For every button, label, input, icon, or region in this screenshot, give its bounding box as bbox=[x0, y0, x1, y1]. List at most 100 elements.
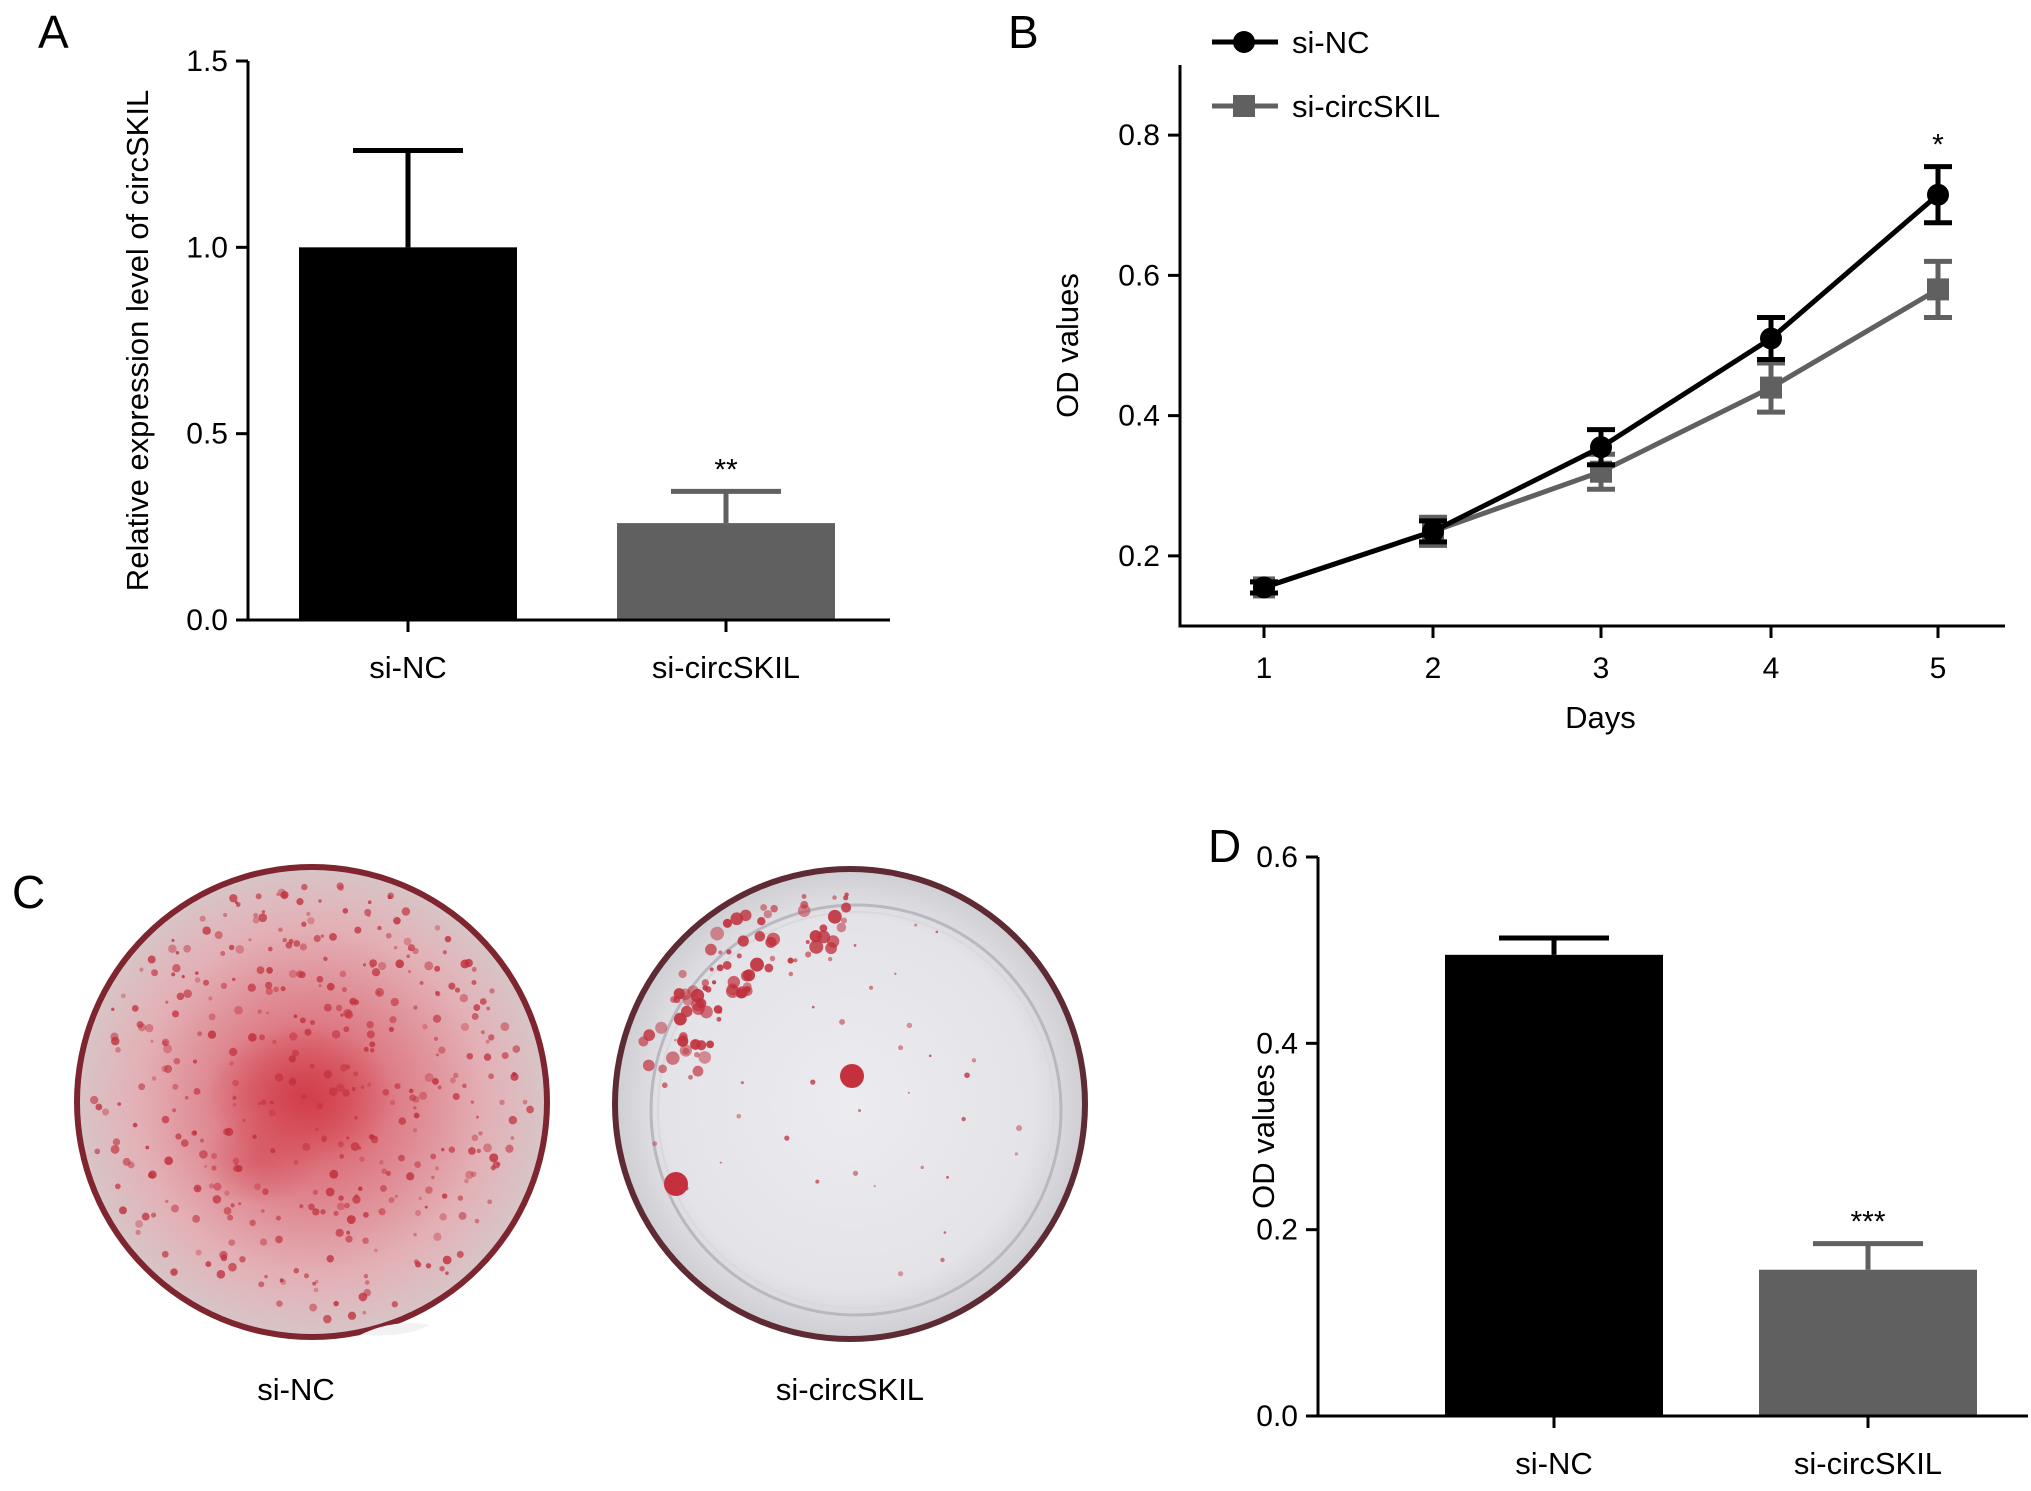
stain-speck bbox=[873, 1185, 876, 1188]
stain-speck bbox=[232, 1103, 237, 1107]
stain-speck bbox=[389, 1016, 397, 1024]
stain-speck bbox=[309, 1063, 315, 1069]
stain-speck bbox=[257, 1101, 262, 1106]
stain-speck bbox=[445, 1271, 449, 1275]
stain-speck bbox=[434, 925, 441, 931]
stain-speck bbox=[265, 981, 273, 989]
stain-speck bbox=[441, 1147, 445, 1152]
stain-speck bbox=[337, 1141, 344, 1148]
stain-speck bbox=[470, 1171, 477, 1177]
stain-speck bbox=[810, 1079, 816, 1085]
stain-speck bbox=[362, 963, 367, 967]
stain-speck bbox=[247, 983, 256, 992]
stain-speck bbox=[471, 979, 477, 986]
stain-speck bbox=[722, 961, 732, 970]
stain-speck bbox=[505, 1144, 514, 1153]
stain-speck bbox=[211, 1165, 217, 1171]
bar-si-nc bbox=[299, 247, 517, 621]
stain-speck bbox=[415, 1261, 422, 1268]
stain-speck bbox=[202, 926, 211, 935]
stain-speck bbox=[961, 1116, 966, 1122]
stain-speck bbox=[797, 904, 811, 917]
panel-label-d: D bbox=[1208, 820, 1241, 872]
stain-speck bbox=[293, 940, 301, 947]
stain-speck bbox=[432, 1014, 442, 1023]
stain-speck bbox=[208, 996, 213, 1001]
stain-speck bbox=[452, 1092, 460, 1101]
stain-speck bbox=[435, 1053, 439, 1057]
stain-speck bbox=[843, 895, 849, 901]
dish-si-circskil-specks bbox=[638, 892, 1022, 1277]
stain-speck bbox=[522, 1099, 528, 1105]
stain-speck bbox=[344, 1202, 350, 1209]
stain-speck bbox=[336, 1202, 345, 1211]
stain-speck bbox=[642, 1059, 655, 1072]
stain-speck bbox=[192, 1130, 197, 1136]
stain-speck bbox=[298, 971, 306, 979]
significance-day-5: * bbox=[1932, 129, 1944, 162]
stain-speck bbox=[112, 1138, 121, 1146]
stain-speck bbox=[310, 1020, 316, 1026]
stain-speck bbox=[406, 1172, 415, 1181]
stain-speck bbox=[433, 1232, 442, 1241]
stain-speck bbox=[220, 1254, 228, 1262]
stain-speck bbox=[391, 1301, 399, 1308]
stain-speck bbox=[370, 1048, 375, 1053]
stain-speck bbox=[183, 944, 192, 953]
point-si-nc bbox=[1927, 183, 1949, 206]
stain-speck bbox=[464, 1178, 469, 1184]
stain-speck bbox=[485, 1039, 490, 1044]
y-tick-label: 1.0 bbox=[186, 231, 228, 264]
stain-speck bbox=[413, 1106, 417, 1110]
stain-speck bbox=[239, 1256, 246, 1263]
stain-speck bbox=[265, 1011, 270, 1015]
stain-speck bbox=[501, 1052, 509, 1060]
stain-speck bbox=[754, 931, 766, 942]
stain-speck bbox=[238, 1202, 242, 1206]
stain-speck bbox=[268, 1109, 276, 1117]
stain-speck bbox=[424, 1205, 428, 1209]
category-label-si-nc: si-NC bbox=[1515, 1446, 1593, 1481]
stain-speck bbox=[907, 1091, 910, 1094]
stain-speck bbox=[318, 984, 322, 988]
stain-speck bbox=[193, 1059, 198, 1064]
stain-speck bbox=[430, 1153, 437, 1160]
stain-speck bbox=[510, 1136, 515, 1140]
stain-speck bbox=[254, 1183, 261, 1191]
stain-speck bbox=[173, 1057, 181, 1065]
stain-speck bbox=[220, 982, 228, 989]
stain-speck bbox=[512, 1072, 517, 1077]
stain-speck bbox=[488, 1073, 494, 1080]
stain-speck bbox=[338, 1195, 344, 1201]
stain-speck bbox=[693, 1039, 697, 1043]
stain-speck bbox=[732, 992, 736, 996]
stain-speck bbox=[151, 1212, 157, 1218]
y-tick-label: 0.2 bbox=[1256, 1214, 1298, 1247]
stain-speck bbox=[817, 930, 831, 944]
stain-speck bbox=[479, 998, 487, 1005]
stain-speck bbox=[483, 1143, 492, 1153]
panel-d-axes: si-NC si-circSKIL 0.0 0.2 0.4 0.6 OD values bbox=[1246, 841, 2028, 1481]
stain-speck bbox=[471, 1134, 479, 1142]
stain-speck bbox=[168, 944, 177, 953]
stain-speck bbox=[367, 914, 371, 918]
stain-speck bbox=[366, 1021, 374, 1029]
stain-speck bbox=[192, 1214, 201, 1223]
stain-speck bbox=[441, 1193, 448, 1199]
stain-speck bbox=[413, 1232, 417, 1237]
point-si-circskil bbox=[1927, 278, 1949, 301]
stain-speck bbox=[487, 1199, 493, 1205]
panel-a-bar-chart: ** si-NC si-circSKIL 0.0 0.5 1.0 1.5 Relative … bbox=[120, 45, 890, 685]
stain-speck bbox=[232, 1079, 239, 1087]
stain-speck bbox=[171, 972, 176, 977]
stain-speck bbox=[261, 910, 266, 914]
stain-speck bbox=[763, 910, 772, 919]
stain-speck bbox=[868, 985, 874, 990]
stain-speck bbox=[307, 917, 315, 925]
stain-speck bbox=[433, 1036, 439, 1041]
stain-speck bbox=[343, 1008, 353, 1018]
stain-speck bbox=[673, 1038, 677, 1042]
stain-speck bbox=[275, 1215, 281, 1221]
stain-speck bbox=[367, 1082, 372, 1087]
stain-speck bbox=[419, 1091, 428, 1100]
